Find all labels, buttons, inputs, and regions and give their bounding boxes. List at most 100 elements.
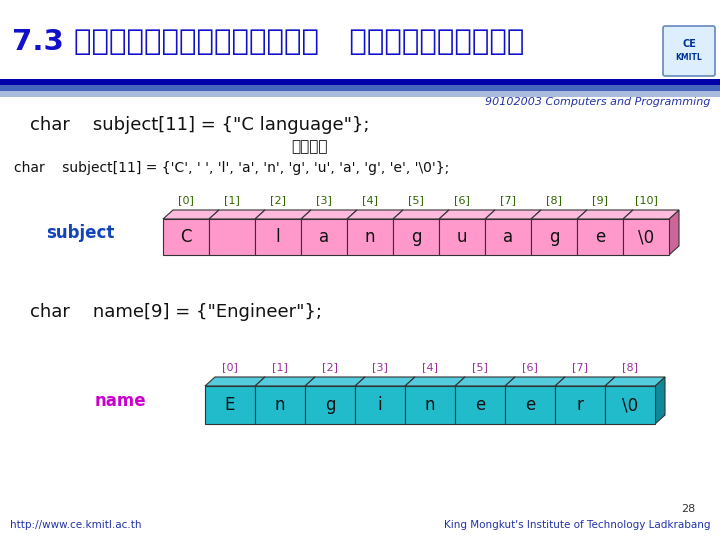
Text: [10]: [10] — [634, 195, 657, 205]
Text: e: e — [595, 228, 605, 246]
Bar — [0, 79, 720, 85]
Bar — [0, 85, 720, 91]
Text: u: u — [456, 228, 467, 246]
Text: g: g — [410, 228, 421, 246]
Polygon shape — [255, 210, 265, 255]
Polygon shape — [405, 377, 465, 386]
Text: [9]: [9] — [592, 195, 608, 205]
Text: CE: CE — [682, 39, 696, 49]
Polygon shape — [305, 377, 315, 424]
Polygon shape — [605, 377, 615, 424]
Bar — [163, 219, 209, 255]
Polygon shape — [577, 210, 587, 255]
Polygon shape — [531, 210, 587, 219]
Text: char    subject[11] = {'C', ' ', 'l', 'a', 'n', 'g', 'u', 'a', 'g', 'e', '\0'};: char subject[11] = {'C', ' ', 'l', 'a', … — [14, 161, 449, 175]
Text: [7]: [7] — [572, 362, 588, 372]
Text: char    name[9] = {"Engineer"};: char name[9] = {"Engineer"}; — [30, 303, 322, 321]
Polygon shape — [255, 210, 311, 219]
Polygon shape — [485, 210, 495, 255]
Bar — [0, 91, 720, 97]
Polygon shape — [555, 377, 565, 424]
Polygon shape — [485, 210, 541, 219]
Polygon shape — [205, 377, 265, 386]
Polygon shape — [623, 210, 633, 255]
Text: [0]: [0] — [178, 195, 194, 205]
Polygon shape — [301, 210, 311, 255]
FancyBboxPatch shape — [663, 26, 715, 76]
Polygon shape — [393, 210, 449, 219]
Text: \0: \0 — [638, 228, 654, 246]
Text: [8]: [8] — [622, 362, 638, 372]
Text: 90102003 Computers and Programming: 90102003 Computers and Programming — [485, 97, 710, 107]
Text: [2]: [2] — [322, 362, 338, 372]
Polygon shape — [255, 377, 315, 386]
Text: subject: subject — [46, 224, 114, 242]
Text: e: e — [475, 396, 485, 414]
Text: n: n — [275, 396, 285, 414]
Polygon shape — [505, 377, 565, 386]
Text: [4]: [4] — [422, 362, 438, 372]
Text: \0: \0 — [622, 396, 638, 414]
Text: a: a — [319, 228, 329, 246]
Polygon shape — [305, 377, 365, 386]
Polygon shape — [455, 377, 515, 386]
Text: [2]: [2] — [270, 195, 286, 205]
Text: http://www.ce.kmitl.ac.th: http://www.ce.kmitl.ac.th — [10, 520, 142, 530]
Text: [7]: [7] — [500, 195, 516, 205]
Bar — [355, 386, 405, 424]
Bar — [209, 219, 255, 255]
Text: [0]: [0] — [222, 362, 238, 372]
Bar — [255, 219, 301, 255]
Bar — [485, 219, 531, 255]
Text: [5]: [5] — [472, 362, 488, 372]
Polygon shape — [209, 210, 265, 219]
Polygon shape — [355, 377, 415, 386]
Bar — [301, 219, 347, 255]
Text: King Mongkut's Institute of Technology Ladkrabang: King Mongkut's Institute of Technology L… — [444, 520, 710, 530]
Text: n: n — [425, 396, 436, 414]
Polygon shape — [347, 210, 403, 219]
Text: [3]: [3] — [316, 195, 332, 205]
Bar — [455, 386, 505, 424]
Bar — [439, 219, 485, 255]
Text: i: i — [378, 396, 382, 414]
Polygon shape — [605, 377, 665, 386]
Bar — [405, 386, 455, 424]
Text: l: l — [276, 228, 280, 246]
Text: [6]: [6] — [454, 195, 470, 205]
Polygon shape — [555, 377, 615, 386]
Text: e: e — [525, 396, 535, 414]
Polygon shape — [209, 210, 219, 255]
Text: char    subject[11] = {"C language"};: char subject[11] = {"C language"}; — [30, 116, 369, 134]
Bar — [393, 219, 439, 255]
Polygon shape — [623, 210, 679, 219]
Text: [6]: [6] — [522, 362, 538, 372]
Polygon shape — [455, 377, 465, 424]
Polygon shape — [301, 210, 357, 219]
Text: g: g — [549, 228, 559, 246]
Text: n: n — [365, 228, 375, 246]
Text: KMITL: KMITL — [675, 53, 703, 63]
Text: g: g — [325, 396, 336, 414]
Text: a: a — [503, 228, 513, 246]
Bar — [0, 0, 720, 80]
Polygon shape — [505, 377, 515, 424]
Text: [8]: [8] — [546, 195, 562, 205]
Text: [1]: [1] — [224, 195, 240, 205]
Polygon shape — [255, 377, 265, 424]
Bar — [205, 386, 255, 424]
Polygon shape — [393, 210, 403, 255]
Bar — [555, 386, 605, 424]
Text: C: C — [180, 228, 192, 246]
Text: [1]: [1] — [272, 362, 288, 372]
Bar — [531, 219, 577, 255]
Bar — [305, 386, 355, 424]
Bar — [347, 219, 393, 255]
Bar — [255, 386, 305, 424]
Bar — [505, 386, 555, 424]
Text: หรือ: หรือ — [292, 139, 328, 154]
Polygon shape — [669, 210, 679, 255]
Bar — [577, 219, 623, 255]
Bar — [605, 386, 655, 424]
Polygon shape — [655, 377, 665, 424]
